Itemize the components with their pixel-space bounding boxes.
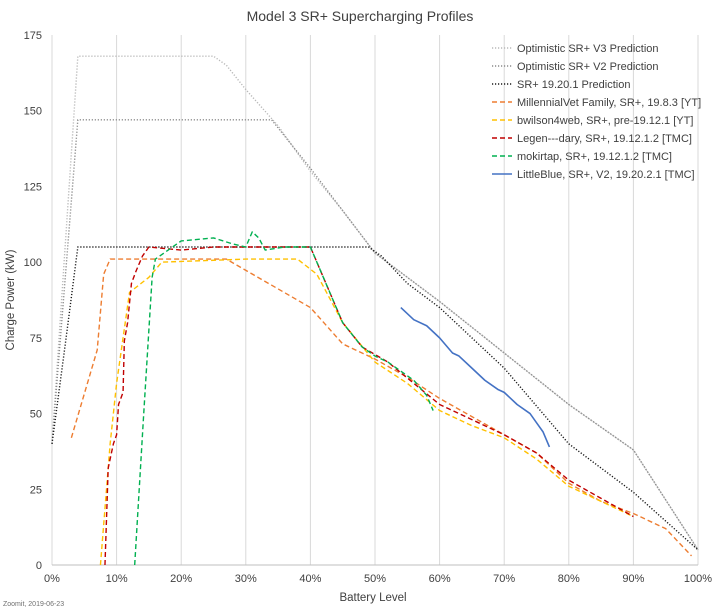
x-tick-label: 60% <box>429 573 451 585</box>
x-tick-label: 0% <box>44 573 60 585</box>
x-tick-label: 100% <box>684 573 712 585</box>
x-tick-label: 80% <box>558 573 580 585</box>
legend-entry-5: bwilson4web, SR+, pre-19.12.1 [YT] <box>517 115 693 127</box>
x-tick-label: 40% <box>299 573 321 585</box>
x-axis-label: Battery Level <box>339 592 406 604</box>
legend-entry-6: Legen---dary, SR+, 19.12.1.2 [TMC] <box>517 133 692 145</box>
legend-entry-7: mokirtap, SR+, 19.12.1.2 [TMC] <box>517 151 672 163</box>
y-axis-label: Charge Power (kW) <box>5 249 17 350</box>
y-tick-labels: 0 25 50 75 100 125 150 175 <box>24 30 42 572</box>
series-line-1 <box>51 55 699 551</box>
x-tick-label: 90% <box>622 573 644 585</box>
series-layer <box>51 55 699 566</box>
legend-entry-8: LittleBlue, SR+, V2, 19.20.2.1 [TMC] <box>517 169 695 181</box>
legend: Optimistic SR+ V3 Prediction Optimistic S… <box>492 43 701 181</box>
x-tick-label: 70% <box>493 573 515 585</box>
y-tick-label: 25 <box>30 484 42 496</box>
x-tick-label: 30% <box>235 573 257 585</box>
legend-entry-4: MillennialVet Family, SR+, 19.8.3 [YT] <box>517 97 701 109</box>
legend-entry-3: SR+ 19.20.1 Prediction <box>517 79 630 91</box>
x-tick-labels: 0% 10% 20% 30% 40% 50% 60% 70% 80% 90% 100% <box>44 573 712 585</box>
y-tick-label: 175 <box>24 30 42 42</box>
chart-title: Model 3 SR+ Supercharging Profiles <box>247 8 474 24</box>
series-line-7 <box>133 231 434 566</box>
series-line-6 <box>104 246 634 566</box>
credit-text: Zoomit, 2019-06-23 <box>3 601 64 608</box>
y-tick-label: 125 <box>24 181 42 193</box>
grid <box>51 35 699 565</box>
series-line-8 <box>400 306 551 448</box>
y-tick-label: 75 <box>30 333 42 345</box>
legend-entry-1: Optimistic SR+ V3 Prediction <box>517 43 659 55</box>
x-tick-label: 10% <box>106 573 128 585</box>
y-tick-label: 50 <box>30 409 42 421</box>
series-line-5 <box>99 258 634 566</box>
y-tick-label: 0 <box>36 560 42 572</box>
series-line-2 <box>51 119 699 551</box>
y-tick-label: 100 <box>24 257 42 269</box>
x-tick-label: 20% <box>170 573 192 585</box>
x-tick-label: 50% <box>364 573 386 585</box>
y-tick-label: 150 <box>24 106 42 118</box>
legend-entry-2: Optimistic SR+ V2 Prediction <box>517 61 659 73</box>
